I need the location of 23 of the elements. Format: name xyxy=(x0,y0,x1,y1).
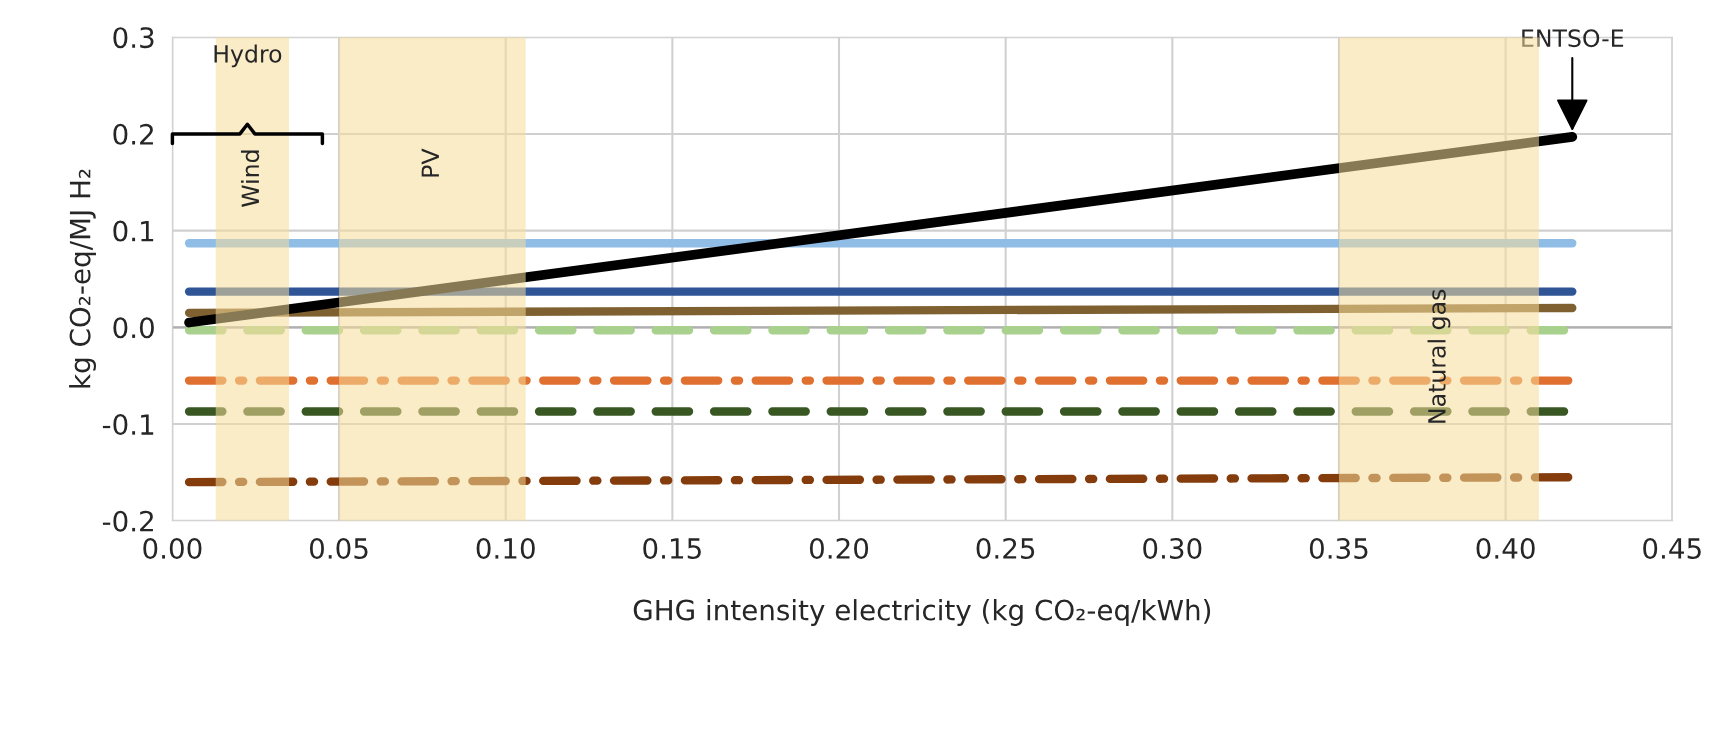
y-axis-title: kg CO₂-eq/MJ H₂ xyxy=(69,169,96,388)
y-tick-label: 0.3 xyxy=(113,27,154,49)
band-label: PV xyxy=(421,148,439,177)
x-axis-title: GHG intensity electricity (kg CO₂-eq/kWh) xyxy=(633,599,1211,626)
band-label: Wind xyxy=(240,150,260,207)
x-tick-label: 0.35 xyxy=(1309,537,1368,559)
x-tick-label: 0.00 xyxy=(143,537,202,559)
x-tick-label: 0.15 xyxy=(643,537,701,559)
y-tick-label: 0.1 xyxy=(113,220,154,242)
x-tick-label: 0.10 xyxy=(476,537,535,559)
y-tick-label: 0.2 xyxy=(113,123,153,145)
band-label: Natural gas xyxy=(1427,289,1451,423)
annotation: ENTSO-E xyxy=(1522,29,1624,48)
y-tick-label: 0.0 xyxy=(113,317,154,339)
x-tick-label: 0.30 xyxy=(1143,537,1202,559)
y-tick-label: -0.2 xyxy=(102,510,153,532)
x-tick-label: 0.25 xyxy=(976,537,1035,559)
x-tick-label: 0.05 xyxy=(309,537,368,559)
x-tick-label: 0.20 xyxy=(809,537,869,559)
annotation: Hydro xyxy=(214,44,282,68)
x-tick-label: 0.40 xyxy=(1476,537,1535,559)
x-tick-label: 0.45 xyxy=(1643,537,1701,559)
y-tick-label: -0.1 xyxy=(102,414,154,436)
